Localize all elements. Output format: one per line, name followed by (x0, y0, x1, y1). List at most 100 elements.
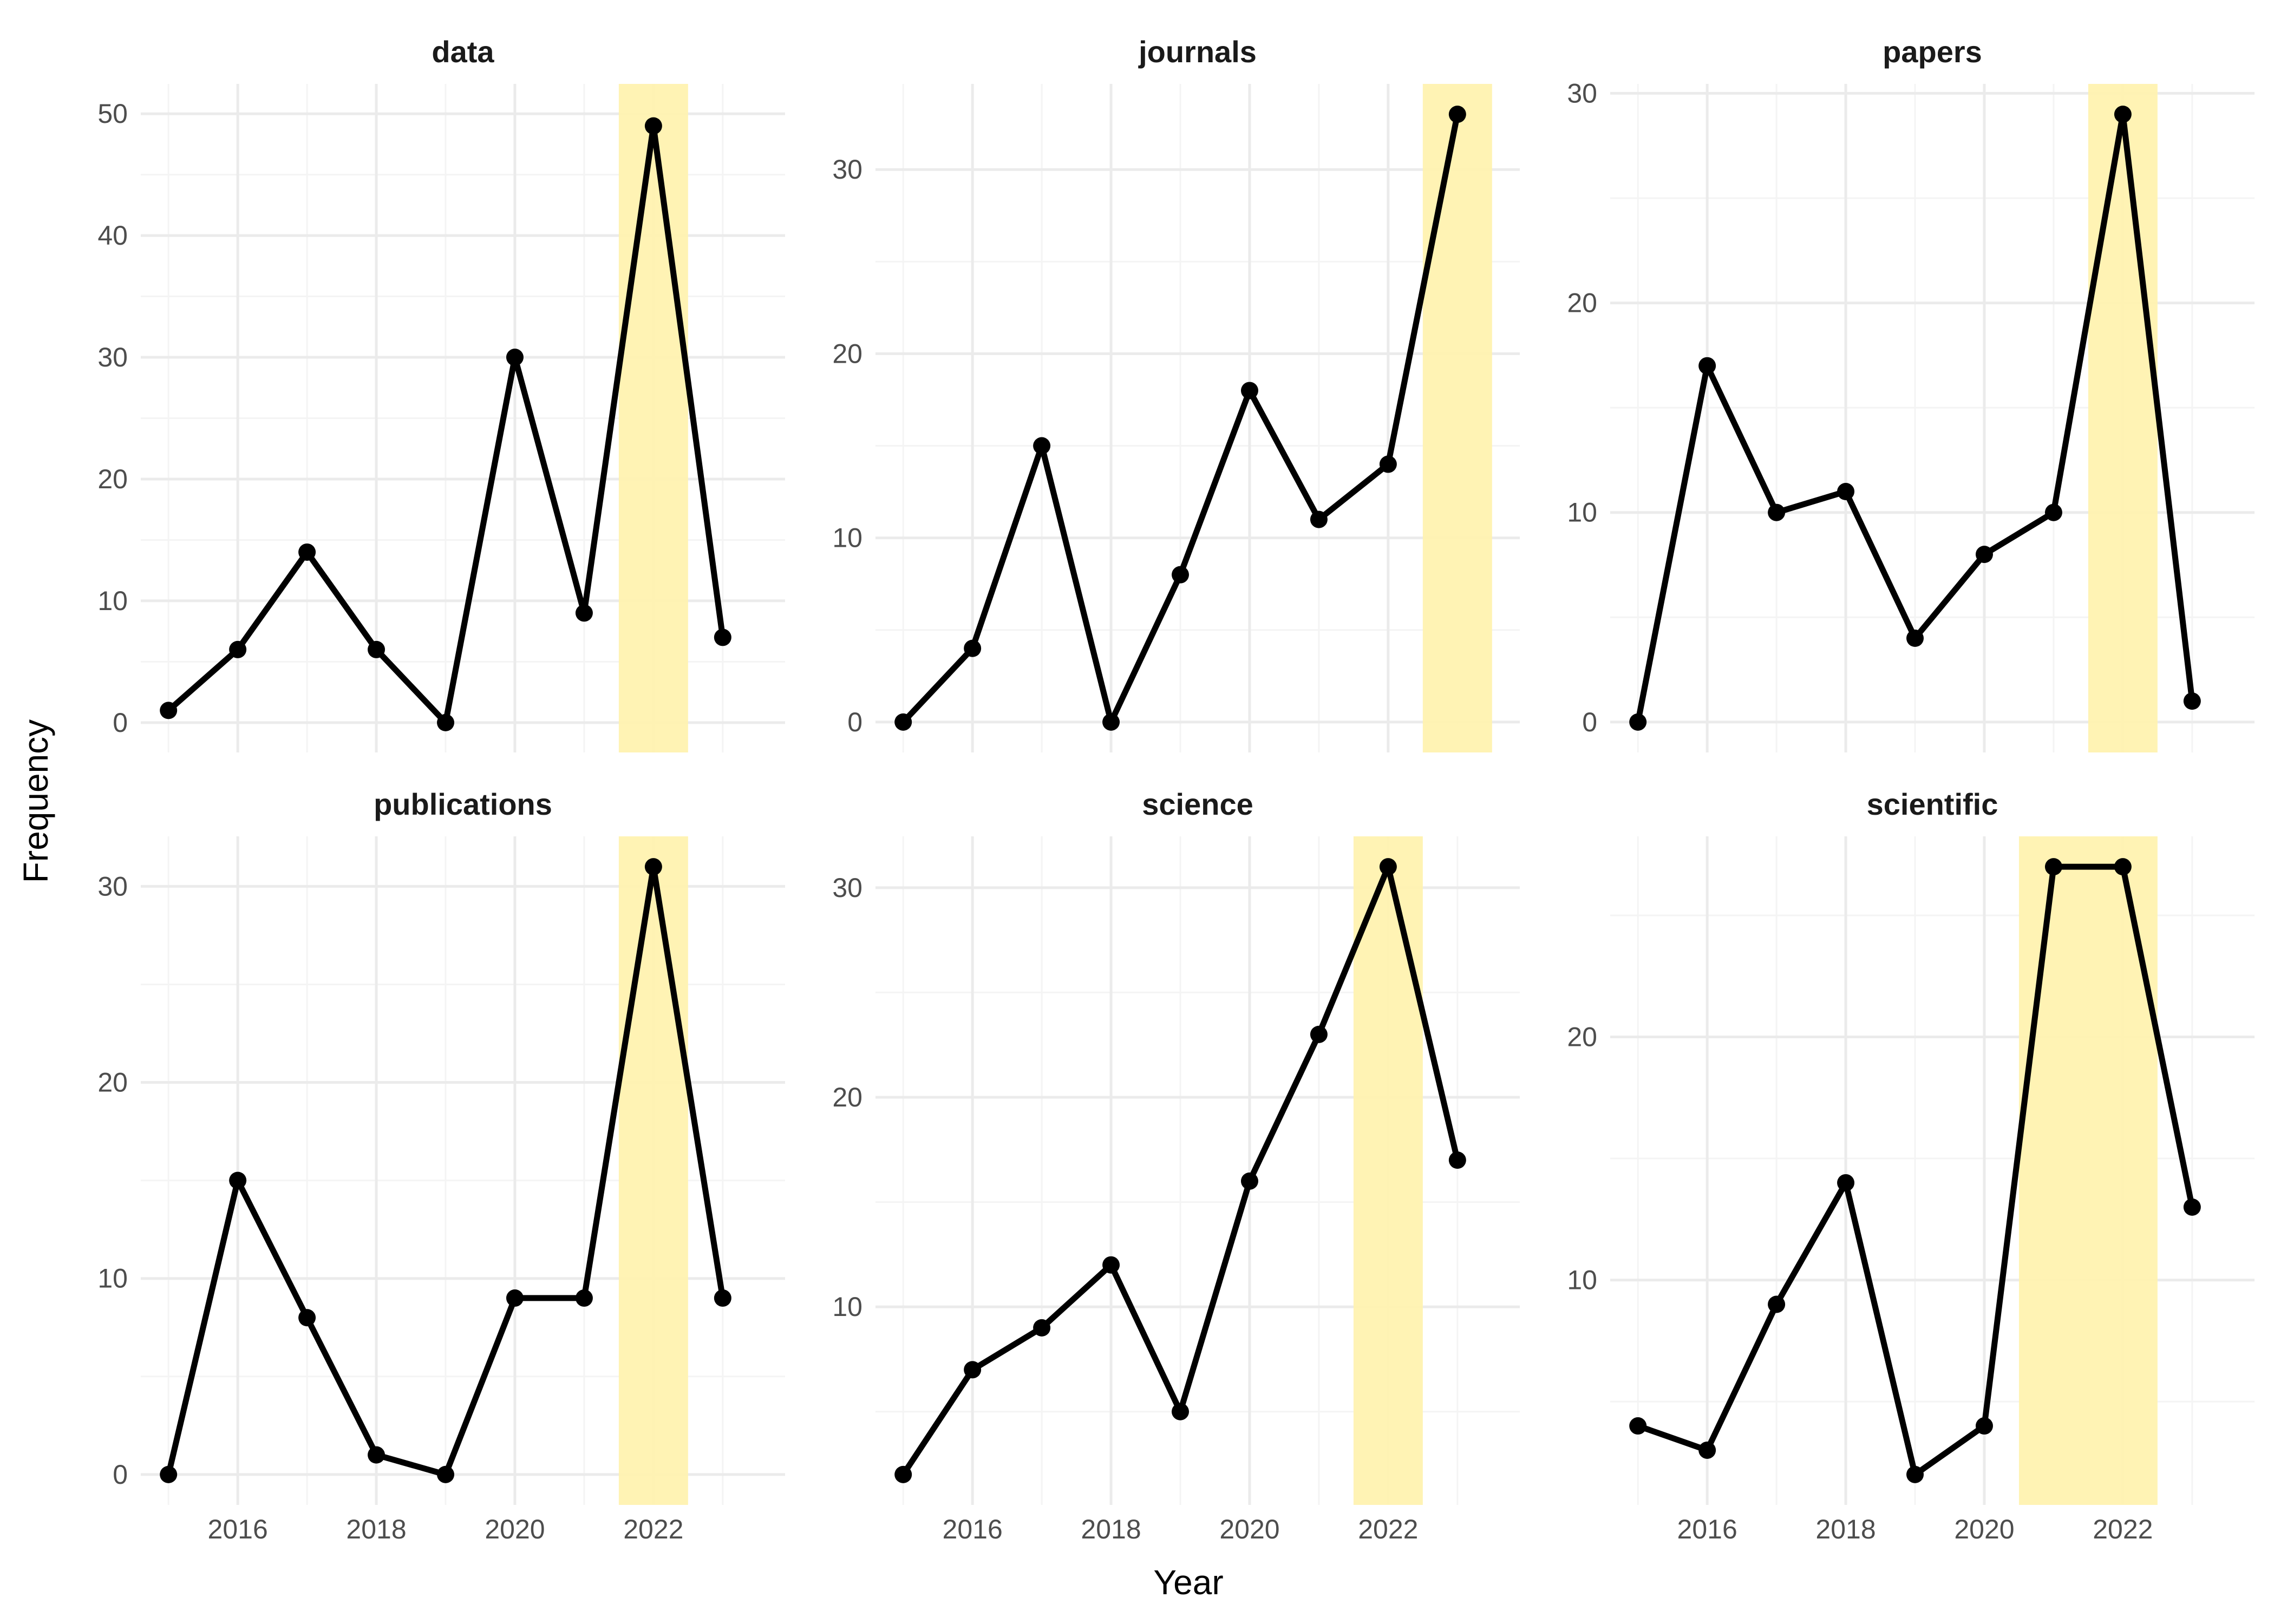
panel-title: science (1142, 787, 1253, 821)
y-tick-label: 20 (832, 338, 862, 369)
y-tick-label: 40 (97, 220, 128, 251)
x-tick-label: 2020 (1219, 1514, 1279, 1544)
data-point (1448, 1151, 1466, 1169)
y-tick-label: 10 (832, 523, 862, 553)
data-point (1698, 357, 1716, 375)
panel-title: scientific (1867, 787, 1998, 821)
highlight-band (618, 84, 688, 752)
y-tick-label: 30 (832, 154, 862, 185)
data-point (1698, 1441, 1716, 1459)
data-point (2044, 503, 2062, 521)
data-point (644, 117, 662, 135)
data-point (1102, 713, 1120, 731)
data-point (2114, 858, 2132, 876)
y-tick-label: 0 (113, 708, 128, 738)
data-point (437, 1465, 455, 1483)
y-tick-label: 20 (1567, 1022, 1597, 1052)
data-point (506, 349, 524, 366)
data-point (894, 713, 912, 731)
y-tick-label: 10 (97, 586, 128, 616)
data-point (2044, 858, 2062, 876)
y-tick-label: 20 (832, 1082, 862, 1112)
panel-title: publications (374, 787, 552, 821)
data-point (160, 1465, 178, 1483)
data-point (1240, 1172, 1258, 1190)
data-point (644, 858, 662, 876)
data-point (894, 1465, 912, 1483)
data-point (1906, 1465, 1924, 1483)
x-tick-label: 2016 (208, 1514, 268, 1544)
data-point (575, 604, 593, 622)
x-tick-label: 2016 (1677, 1514, 1737, 1544)
data-point (506, 1289, 524, 1307)
panel-scientific: scientific 10 20 2016 2018 2020 2022 (1567, 787, 2255, 1544)
data-point (229, 1171, 247, 1189)
data-point (1837, 1174, 1855, 1191)
x-tick-label: 2020 (1954, 1514, 2014, 1544)
data-point (714, 628, 731, 646)
y-tick-label: 30 (832, 873, 862, 903)
data-point (1629, 713, 1647, 731)
data-point (1240, 382, 1258, 400)
y-axis-title: Frequency (16, 719, 55, 883)
y-tick-label: 10 (1567, 1265, 1597, 1295)
data-point (2183, 692, 2201, 710)
panel-journals: journals 0 10 20 30 (832, 35, 1520, 752)
y-tick-label: 30 (97, 871, 128, 901)
panel-papers: papers 0 10 20 30 (1567, 35, 2255, 752)
data-point (298, 1309, 316, 1327)
data-point (1837, 483, 1855, 501)
x-tick-label: 2018 (1081, 1514, 1141, 1544)
x-tick-label: 2022 (1358, 1514, 1418, 1544)
x-tick-label: 2016 (943, 1514, 1003, 1544)
data-point (1033, 1319, 1051, 1337)
y-tick-label: 0 (847, 707, 862, 737)
x-axis-title: Year (1153, 1563, 1223, 1602)
highlight-band (1422, 84, 1492, 752)
data-point (1906, 630, 1924, 647)
data-point (1033, 437, 1051, 455)
data-point (964, 639, 982, 657)
x-tick-label: 2022 (2093, 1514, 2153, 1544)
y-tick-label: 0 (1582, 707, 1597, 737)
highlight-band (2088, 84, 2158, 752)
y-tick-label: 20 (1567, 288, 1597, 318)
data-point (575, 1289, 593, 1307)
x-tick-label: 2022 (623, 1514, 683, 1544)
data-point (1172, 566, 1190, 584)
data-point (1310, 510, 1328, 528)
data-point (368, 1446, 385, 1464)
panel-title: papers (1883, 35, 1982, 69)
data-point (1629, 1417, 1647, 1435)
data-point (1975, 546, 1993, 564)
data-point (1102, 1256, 1120, 1274)
data-point (368, 640, 385, 658)
data-point (229, 640, 247, 658)
panel-publications: publications 0 10 20 30 2016 2018 2020 2022 (97, 787, 785, 1544)
y-tick-label: 0 (113, 1459, 128, 1490)
y-tick-label: 50 (97, 99, 128, 129)
data-point (1448, 106, 1466, 123)
data-point (1379, 455, 1397, 473)
x-tick-label: 2020 (485, 1514, 545, 1544)
highlight-band (618, 836, 688, 1505)
data-point (437, 713, 455, 731)
y-tick-label: 20 (97, 464, 128, 494)
data-point (160, 702, 178, 719)
data-point (1310, 1025, 1328, 1043)
panel-data: data 0 10 20 30 40 50 (97, 35, 785, 752)
y-tick-label: 30 (97, 342, 128, 372)
data-point (298, 543, 316, 561)
x-tick-label: 2018 (1815, 1514, 1876, 1544)
data-point (2183, 1198, 2201, 1216)
data-point (1172, 1403, 1190, 1420)
y-tick-label: 10 (832, 1292, 862, 1322)
data-point (1379, 858, 1397, 876)
panel-science: science 10 20 30 2016 2018 2020 2022 (832, 787, 1520, 1544)
chart-panels: data 0 10 20 30 40 50 journals 0 10 20 30 papers 0 10 2… (97, 35, 2255, 1544)
y-tick-label: 10 (1567, 497, 1597, 528)
data-point (1768, 503, 1786, 521)
data-point (964, 1361, 982, 1379)
y-tick-label: 10 (97, 1263, 128, 1294)
